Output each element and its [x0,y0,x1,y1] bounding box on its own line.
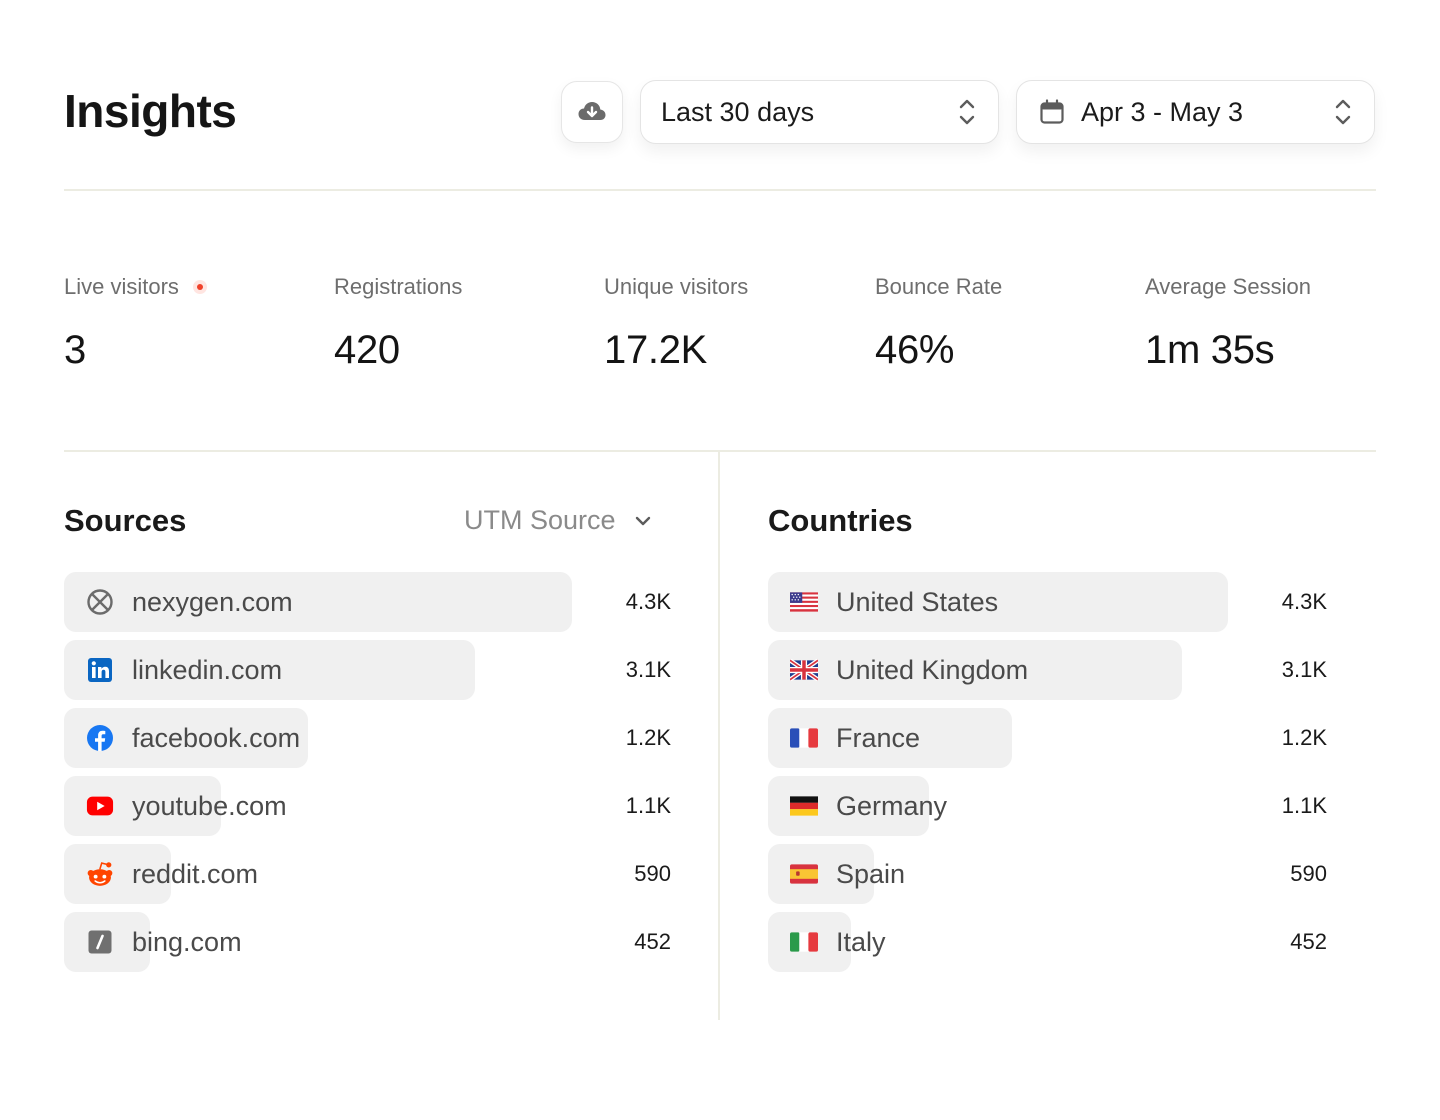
country-value: 1.1K [1281,793,1327,818]
stat-label: Registrations [334,274,463,299]
spain-flag-icon [790,860,818,888]
chevron-down-icon [634,515,652,527]
source-label: bing.com [132,927,242,957]
country-value: 1.2K [1281,725,1327,750]
source-value: 1.2K [625,725,671,750]
germany-flag-icon [790,792,818,820]
country-row-france[interactable]: France 1.2K [768,708,1328,768]
calendar-icon [1039,99,1065,125]
country-value: 452 [1290,929,1327,954]
youtube-icon [86,792,114,820]
country-row-united-states[interactable]: United States 4.3K [768,572,1328,632]
utm-source-label: UTM Source [464,505,616,535]
countries-title: Countries [768,503,913,538]
facebook-icon [86,724,114,752]
source-row-facebook-com[interactable]: facebook.com 1.2K [64,708,674,768]
source-label: nexygen.com [132,587,293,617]
stat-label: Bounce Rate [875,274,1003,299]
stat-value: 420 [334,328,400,372]
range-select-value: Last 30 days [661,96,815,127]
stat-value: 46% [875,328,955,372]
country-value: 4.3K [1281,589,1327,614]
uk-flag-icon [790,656,818,684]
bing-icon [86,928,114,956]
country-label: France [836,723,921,753]
country-label: Italy [836,927,886,957]
stat-unique-visitors: Unique visitors 17.2K [604,272,748,373]
utm-source-dropdown[interactable]: UTM Source [464,505,652,536]
chevron-up-down-icon [958,97,976,127]
source-value: 4.3K [625,589,671,614]
country-row-spain[interactable]: Spain 590 [768,844,1328,904]
source-row-reddit-com[interactable]: reddit.com 590 [64,844,674,904]
italy-flag-icon [790,928,818,956]
country-value: 590 [1290,861,1327,886]
chevron-up-down-icon [1334,97,1352,127]
country-label: United States [836,587,999,617]
country-row-germany[interactable]: Germany 1.1K [768,776,1328,836]
source-label: linkedin.com [132,655,283,685]
page-title: Insights [64,85,237,137]
source-value: 1.1K [625,793,671,818]
source-value: 590 [634,861,671,886]
source-row-nexygen-com[interactable]: nexygen.com 4.3K [64,572,674,632]
stat-live-visitors: Live visitors 3 [64,272,207,373]
reddit-icon [86,860,114,888]
linkedin-icon [86,656,114,684]
country-label: United Kingdom [836,655,1029,685]
range-select[interactable]: Last 30 days [640,80,999,144]
live-indicator-icon [192,280,207,294]
source-label: youtube.com [132,791,287,821]
stat-average-session: Average Session 1m 35s [1145,272,1311,373]
share-bar [768,844,874,904]
header-divider [64,189,1376,191]
stat-label: Average Session [1145,274,1311,299]
share-bar [768,640,1182,700]
source-label: reddit.com [132,859,259,889]
share-bar [768,572,1228,632]
country-row-italy[interactable]: Italy 452 [768,912,1328,972]
stat-bounce-rate: Bounce Rate 46% [875,272,1002,373]
stat-value: 17.2K [604,328,708,372]
download-button[interactable] [561,81,623,143]
share-bar [64,572,572,632]
cloud-download-icon [577,100,607,124]
us-flag-icon [790,588,818,616]
country-value: 3.1K [1281,657,1327,682]
country-label: Spain [836,859,906,889]
stat-registrations: Registrations 420 [334,272,462,373]
source-row-youtube-com[interactable]: youtube.com 1.1K [64,776,674,836]
source-value: 3.1K [625,657,671,682]
nexygen-icon [86,588,114,616]
source-value: 452 [634,929,671,954]
stats-divider [64,450,1376,452]
date-range-select-value: Apr 3 - May 3 [1081,96,1244,127]
stat-label: Unique visitors [604,274,749,299]
country-label: Germany [836,791,948,821]
stat-value: 3 [64,328,86,372]
country-row-united-kingdom[interactable]: United Kingdom 3.1K [768,640,1328,700]
source-label: facebook.com [132,723,301,753]
share-bar [64,640,475,700]
france-flag-icon [790,724,818,752]
sources-title: Sources [64,503,187,538]
stat-value: 1m 35s [1145,328,1275,372]
stat-label: Live visitors [64,274,179,299]
share-bar [64,844,171,904]
source-row-bing-com[interactable]: bing.com 452 [64,912,674,972]
panel-divider [718,452,720,1020]
source-row-linkedin-com[interactable]: linkedin.com 3.1K [64,640,674,700]
date-range-select[interactable]: Apr 3 - May 3 [1016,80,1375,144]
